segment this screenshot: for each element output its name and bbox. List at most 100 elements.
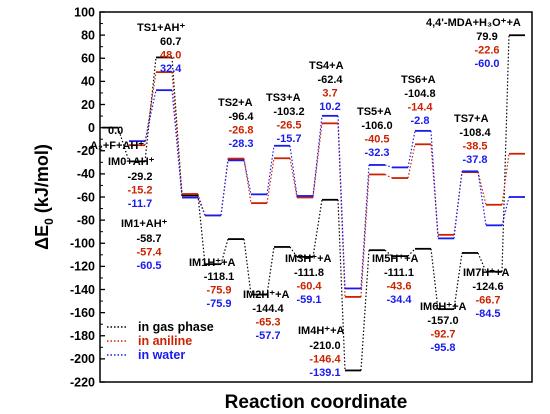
y-tick-label: -200 bbox=[70, 352, 95, 366]
value-label-gas: -103.2 bbox=[273, 106, 304, 118]
connector-gas bbox=[220, 238, 229, 265]
state-label: TS6+A bbox=[401, 74, 436, 86]
value-label-gas: 60.7 bbox=[160, 36, 181, 48]
y-tick-label: 100 bbox=[74, 5, 95, 19]
value-label-gas: -29.2 bbox=[127, 171, 152, 183]
state-label: IM4H⁺+A bbox=[298, 325, 345, 337]
x-axis-title: Reaction coordinate bbox=[225, 392, 408, 413]
value-label-water: -84.5 bbox=[475, 308, 500, 320]
value-label-gas: -124.6 bbox=[472, 281, 503, 293]
legend-label-aniline: in aniline bbox=[138, 334, 192, 348]
value-label-water: -2.8 bbox=[411, 115, 430, 127]
state-label: TS7+A bbox=[454, 113, 489, 125]
value-label-aniline: 48.0 bbox=[160, 50, 181, 62]
value-label-aniline: -22.6 bbox=[474, 45, 499, 57]
state-label: TS3+A bbox=[266, 92, 301, 104]
value-label-gas: -157.0 bbox=[427, 315, 458, 327]
y-tick-label: -20 bbox=[77, 144, 95, 158]
connector-aniline bbox=[407, 144, 416, 179]
state-label: IM1+AH⁺ bbox=[121, 218, 168, 230]
value-label-water: -15.7 bbox=[276, 133, 301, 145]
value-label-gas: -62.4 bbox=[317, 74, 343, 86]
y-tick-label: -60 bbox=[77, 190, 95, 204]
y-axis-title: ΔE0 (kJ/mol) bbox=[32, 144, 56, 250]
energy-levels bbox=[102, 34, 525, 372]
state-label: IM5H⁺+A bbox=[372, 253, 419, 265]
value-labels: 0.0 -29.2 -15.2-11.7 60.7 48.032.4 -58.7 -57.4… bbox=[108, 31, 504, 379]
state-label: IM7H⁺+A bbox=[463, 267, 510, 279]
connector-water bbox=[337, 115, 346, 289]
connector-gas bbox=[117, 127, 130, 162]
connector-gas bbox=[337, 199, 346, 371]
connector-water bbox=[430, 130, 439, 239]
connector-water bbox=[289, 145, 298, 197]
y-tick-label: -220 bbox=[70, 375, 95, 389]
state-label: IM1H⁺+A bbox=[189, 257, 236, 269]
value-label-gas: 79.9 bbox=[476, 31, 497, 43]
connector-aniline bbox=[360, 174, 370, 297]
value-label-water: -60.0 bbox=[474, 58, 499, 70]
connector-water bbox=[266, 145, 275, 195]
value-label-aniline: -75.9 bbox=[206, 285, 231, 297]
connector-gas bbox=[171, 57, 183, 196]
value-label-aniline: -60.4 bbox=[296, 281, 322, 293]
state-label: IM3H⁺+A bbox=[285, 253, 332, 265]
connector-aniline bbox=[171, 72, 183, 195]
value-label-gas: 0.0 bbox=[108, 125, 123, 137]
value-label-gas: -108.4 bbox=[459, 127, 491, 139]
value-label-water: -11.7 bbox=[128, 198, 152, 210]
value-label-aniline: -14.4 bbox=[407, 102, 433, 114]
connector-aniline bbox=[266, 158, 275, 204]
connector-gas bbox=[453, 252, 463, 310]
value-label-aniline: -57.4 bbox=[136, 247, 162, 259]
value-label-gas: -104.8 bbox=[404, 88, 435, 100]
value-label-gas: -144.4 bbox=[252, 303, 284, 315]
connector-water bbox=[477, 171, 487, 226]
value-label-aniline: -26.5 bbox=[276, 120, 301, 132]
series-lines bbox=[117, 35, 510, 371]
state-label: IM0+AH⁺ bbox=[108, 156, 155, 168]
state-label: TS1+AH⁺ bbox=[137, 22, 185, 34]
y-tick-label: -160 bbox=[70, 306, 95, 320]
y-axis-ticks: -220-200-180-160-140-120-100-80-60-40-20… bbox=[70, 5, 105, 389]
y-tick-label: 60 bbox=[81, 52, 95, 66]
value-label-aniline: -92.7 bbox=[430, 329, 455, 341]
legend-label-water: in water bbox=[138, 348, 185, 362]
value-label-water: -75.9 bbox=[206, 298, 231, 310]
y-tick-label: -40 bbox=[77, 167, 95, 181]
y-tick-label: -180 bbox=[70, 329, 95, 343]
connector-aniline bbox=[384, 173, 393, 179]
state-labels: A₂+F+AH⁺ IM0+AH⁺ TS1+AH⁺ IM1+AH⁺ IM1H⁺+A TS2+… bbox=[90, 17, 521, 337]
value-label-gas: -111.1 bbox=[384, 267, 414, 279]
value-label-gas: -118.1 bbox=[204, 271, 235, 283]
state-label: TS5+A bbox=[357, 106, 392, 118]
state-label: IM2H⁺+A bbox=[243, 289, 290, 301]
value-label-water: -37.8 bbox=[462, 154, 487, 166]
connector-water bbox=[407, 130, 416, 168]
value-label-water: 10.2 bbox=[319, 101, 340, 113]
connector-water bbox=[453, 171, 463, 239]
connector-aniline bbox=[501, 153, 510, 205]
value-label-aniline: -40.5 bbox=[364, 134, 389, 146]
y-tick-label: -140 bbox=[70, 283, 95, 297]
value-label-water: -59.1 bbox=[296, 294, 321, 306]
value-label-aniline: -15.2 bbox=[127, 185, 152, 197]
connector-aniline bbox=[243, 158, 252, 204]
connector-gas bbox=[243, 239, 252, 295]
state-label: TS4+A bbox=[309, 60, 344, 72]
value-label-water: -28.3 bbox=[228, 138, 253, 150]
y-tick-label: -120 bbox=[70, 260, 95, 274]
value-label-water: -95.8 bbox=[430, 342, 455, 354]
connector-gas bbox=[312, 199, 323, 257]
value-label-gas: -96.4 bbox=[228, 111, 254, 123]
state-label: A₂+F+AH⁺ bbox=[90, 140, 144, 152]
connector-gas bbox=[197, 195, 206, 265]
y-tick-label: -80 bbox=[77, 213, 95, 227]
value-label-aniline: -65.3 bbox=[255, 317, 280, 329]
connector-water bbox=[384, 164, 393, 168]
state-label: TS2+A bbox=[218, 97, 253, 109]
connector-water bbox=[220, 160, 229, 216]
y-tick-label: 0 bbox=[88, 121, 95, 135]
y-tick-label: 40 bbox=[81, 75, 95, 89]
